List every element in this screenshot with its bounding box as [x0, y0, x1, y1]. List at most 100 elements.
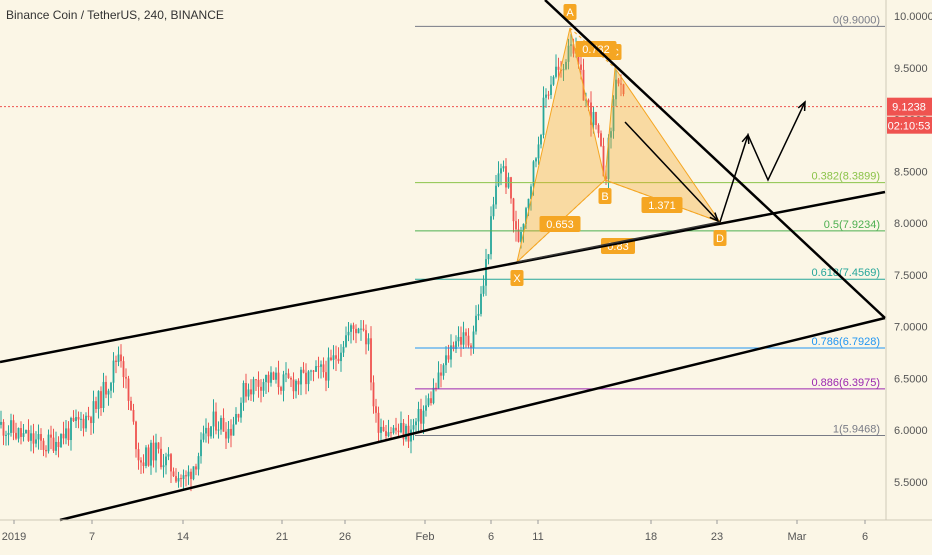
candle-body — [137, 449, 140, 461]
candle-body — [100, 391, 102, 409]
candle-body — [492, 204, 495, 217]
candle-body — [145, 447, 147, 466]
candle-body — [17, 428, 20, 439]
point-label-d: D — [716, 233, 724, 245]
candle-body — [32, 433, 35, 444]
descending-trendline — [544, 0, 886, 319]
candle-body — [362, 328, 365, 331]
candle-body — [247, 389, 250, 397]
candle-body — [472, 331, 475, 348]
candle-body — [260, 386, 262, 391]
candle-body — [510, 177, 512, 199]
chart-title: Binance Coin / TetherUS, 240, BINANCE — [6, 8, 224, 22]
candle-body — [255, 379, 257, 381]
candle-body — [360, 328, 362, 330]
candle-body — [617, 79, 620, 84]
candle-body — [560, 69, 562, 71]
ratio-label: 0.732 — [582, 44, 610, 56]
candle-body — [127, 378, 130, 401]
ratio-label-bg — [539, 216, 581, 232]
candle-body — [417, 408, 420, 422]
candle-body — [455, 341, 457, 350]
candle-body — [497, 173, 500, 186]
candle-body — [92, 401, 95, 424]
candle-body — [282, 374, 285, 391]
candle-body — [487, 254, 490, 260]
x-tick-label: 14 — [177, 531, 189, 543]
candle-body — [535, 158, 537, 162]
candle-body — [200, 439, 202, 457]
fib-level-label: 0.618(7.4569) — [812, 267, 881, 279]
candle-body — [512, 198, 515, 222]
candle-body — [410, 429, 412, 442]
candle-body — [580, 64, 582, 70]
candle-body — [120, 354, 122, 362]
candle-body — [250, 389, 252, 395]
y-tick-label: 9.5000 — [894, 63, 928, 75]
candle-body — [57, 441, 60, 448]
candle-body — [205, 427, 207, 434]
candle-body — [540, 134, 542, 145]
candle-body — [607, 137, 610, 179]
candle-body — [52, 437, 55, 451]
candle-body — [517, 229, 520, 242]
candle-body — [312, 370, 315, 372]
candle-body — [167, 454, 170, 457]
x-tick-label: 7 — [89, 531, 95, 543]
candle-body — [242, 383, 245, 403]
fibonacci-layer: 0(9.9000) 0.382(8.3899) 0.5(7.9234) 0.618(7… — [0, 14, 885, 437]
x-tick-label: 18 — [645, 531, 657, 543]
candle-body — [597, 125, 600, 134]
candle-body — [367, 338, 370, 345]
candle-body — [420, 408, 422, 424]
arrow-head — [797, 100, 806, 112]
candles-layer — [0, 34, 625, 492]
candle-body — [97, 391, 100, 410]
candle-body — [152, 442, 155, 461]
candle-body — [385, 431, 387, 437]
candle-body — [515, 221, 517, 230]
candle-body — [15, 432, 17, 439]
candle-body — [572, 44, 575, 54]
candle-body — [557, 66, 560, 70]
candle-body — [467, 335, 470, 346]
candle-body — [160, 448, 162, 468]
candle-body — [452, 345, 455, 350]
y-tick-label: 6.0000 — [894, 425, 928, 437]
candle-body — [297, 380, 300, 385]
candle-body — [490, 216, 492, 255]
candle-body — [317, 366, 320, 368]
candle-body — [222, 417, 225, 432]
candle-body — [505, 166, 507, 188]
candle-body — [125, 377, 127, 379]
candle-body — [225, 431, 227, 439]
point-label-d-bg — [713, 230, 727, 246]
candle-body — [5, 434, 7, 436]
candle-body — [555, 66, 557, 77]
candle-body — [430, 398, 432, 404]
candle-body — [270, 372, 272, 383]
candle-body — [102, 381, 105, 409]
candle-body — [620, 83, 622, 85]
candle-body — [232, 424, 235, 436]
candle-body — [595, 111, 597, 126]
candle-body — [0, 421, 2, 425]
candle-body — [425, 405, 427, 411]
candle-body — [612, 99, 615, 132]
candle-body — [530, 186, 532, 199]
candle-body — [130, 400, 132, 410]
candle-body — [265, 374, 267, 383]
candle-body — [267, 374, 270, 383]
candle-body — [347, 331, 350, 336]
candle-body — [95, 401, 97, 410]
candle-body — [377, 412, 380, 433]
candle-body — [552, 76, 555, 85]
candle-body — [335, 355, 337, 359]
candle-body — [20, 428, 22, 437]
candle-body — [440, 372, 442, 376]
candle-body — [587, 99, 590, 103]
candle-body — [12, 420, 15, 433]
